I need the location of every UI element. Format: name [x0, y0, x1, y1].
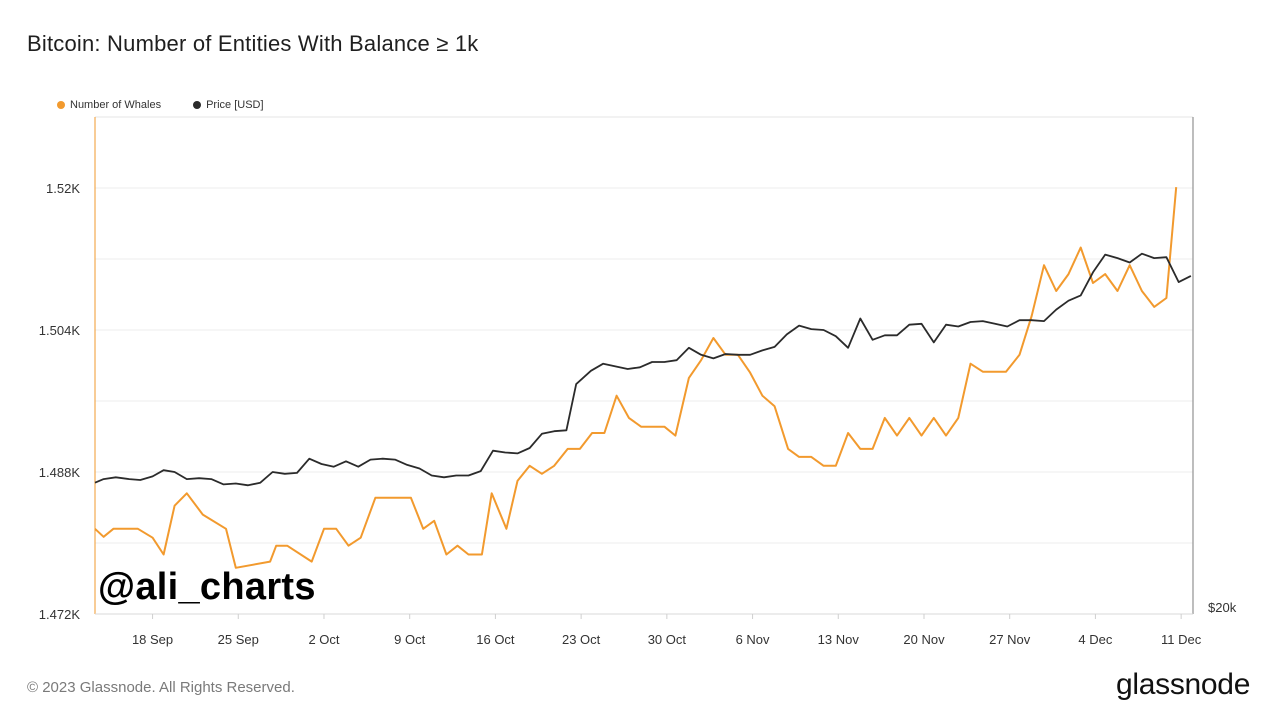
x-tick-label-0: 18 Sep [132, 632, 173, 647]
legend-whales-marker [57, 101, 65, 109]
glassnode-logo[interactable]: glassnode [1116, 668, 1251, 701]
x-tick-label-1: 25 Sep [218, 632, 259, 647]
legend-price-label: Price [USD] [206, 99, 264, 111]
y-right-tick-label-0: $20k [1208, 600, 1237, 615]
y-tick-label-1: 1.488K [39, 465, 81, 480]
copyright-text: © 2023 Glassnode. All Rights Reserved. [27, 679, 295, 696]
chart-grid [95, 116, 1193, 544]
x-tick-label-9: 20 Nov [903, 632, 945, 647]
x-tick-label-3: 9 Oct [394, 632, 425, 647]
chart-series [94, 187, 1192, 569]
y-tick-label-3: 1.52K [46, 181, 80, 196]
series-line-price [94, 252, 1192, 487]
chart-axes [94, 117, 1194, 619]
x-tick-label-10: 27 Nov [989, 632, 1031, 647]
legend-item-price[interactable]: Price [USD] [193, 99, 264, 111]
series-line-whales [94, 187, 1178, 569]
y-tick-label-2: 1.504K [39, 323, 81, 338]
x-tick-label-5: 23 Oct [562, 632, 601, 647]
x-tick-label-7: 6 Nov [736, 632, 770, 647]
chart-legend: Number of Whales Price [USD] [57, 99, 264, 111]
chart-title: Bitcoin: Number of Entities With Balance… [27, 31, 479, 56]
x-tick-label-12: 11 Dec [1161, 632, 1202, 647]
y-tick-label-0: 1.472K [39, 607, 81, 622]
legend-price-marker [193, 101, 202, 109]
x-tick-label-4: 16 Oct [476, 632, 515, 647]
x-tick-label-6: 30 Oct [648, 632, 687, 647]
x-tick-label-2: 2 Oct [308, 632, 339, 647]
legend-item-whales[interactable]: Number of Whales [57, 99, 161, 111]
x-tick-label-11: 4 Dec [1078, 632, 1112, 647]
chart-tick-labels: 18 Sep 25 Sep 2 Oct 9 Oct 16 Oct 23 Oct 30 Oct… [39, 181, 1237, 647]
watermark: @ali_charts [98, 566, 316, 608]
legend-whales-label: Number of Whales [70, 99, 162, 111]
x-tick-label-8: 13 Nov [818, 632, 860, 647]
